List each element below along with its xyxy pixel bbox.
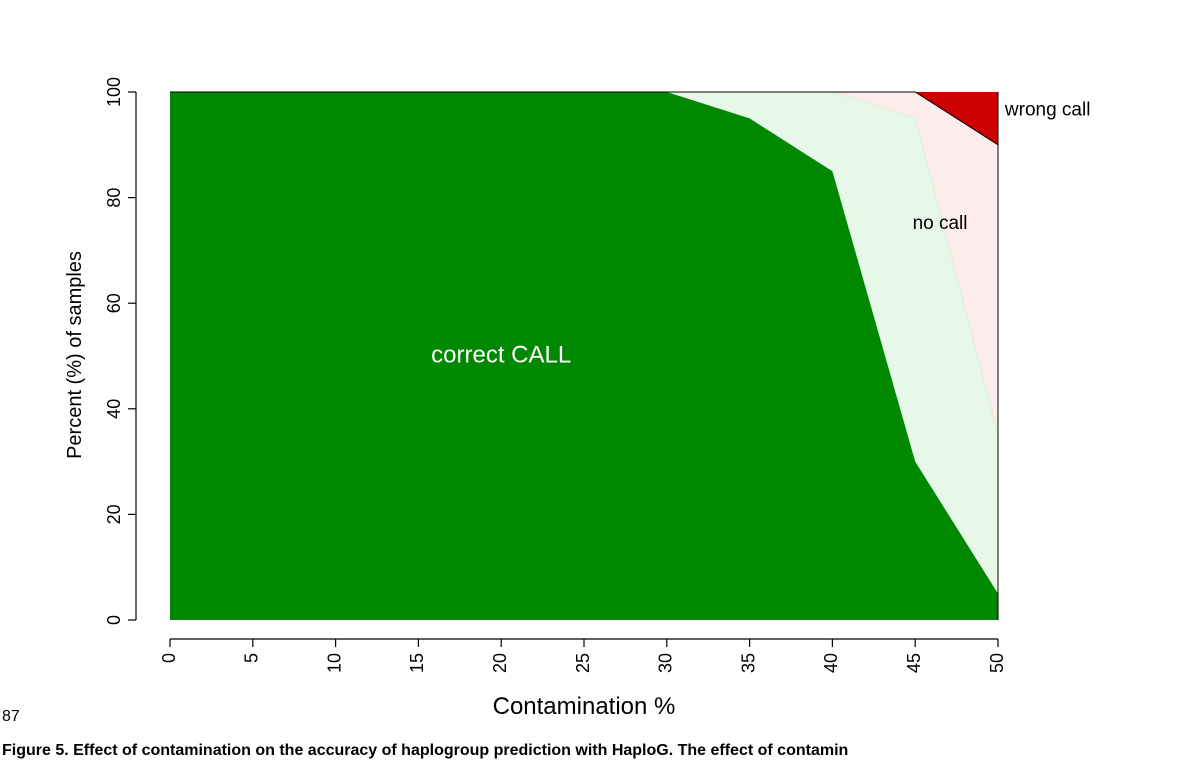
chart-areas [170,91,999,620]
x-tick-label: 5 [242,653,262,663]
wrong-call-boundary [170,91,999,146]
chart-annotations: correct CALL no call wrong call [431,99,1090,368]
x-tick-label: 20 [490,653,510,673]
x-tick-label: 25 [573,653,593,673]
annotation-wrong-call: wrong call [1004,99,1091,120]
y-tick-label: 80 [104,188,124,208]
y-tick-label: 0 [104,615,124,625]
x-tick-label: 50 [987,653,1007,673]
area-no-call [170,92,998,594]
x-tick-label: 35 [738,653,758,673]
y-tick-label: 20 [104,504,124,524]
x-tick-label: 15 [407,653,427,673]
annotation-correct-call: correct CALL [431,341,571,368]
x-tick-label: 45 [904,653,924,673]
x-tick-label: 30 [656,653,676,673]
x-axis-label: Contamination % [493,693,676,720]
y-tick-label: 40 [104,399,124,419]
y-tick-label: 100 [104,77,124,107]
y-axis-label: Percent (%) of samples [64,251,86,459]
line-number: 87 [2,708,20,725]
x-tick-label: 10 [324,653,344,673]
x-tick-label: 0 [159,653,179,663]
y-tick-label: 60 [104,293,124,313]
figure-caption: Figure 5. Effect of contamination on the… [2,742,849,759]
annotation-no-call: no call [913,213,968,234]
x-tick-label: 40 [821,653,841,673]
area-correct-call [170,92,998,620]
chart-axes: 0 5 10 15 20 25 30 35 40 45 50 0 20 40 60 80 100 [104,77,1007,673]
